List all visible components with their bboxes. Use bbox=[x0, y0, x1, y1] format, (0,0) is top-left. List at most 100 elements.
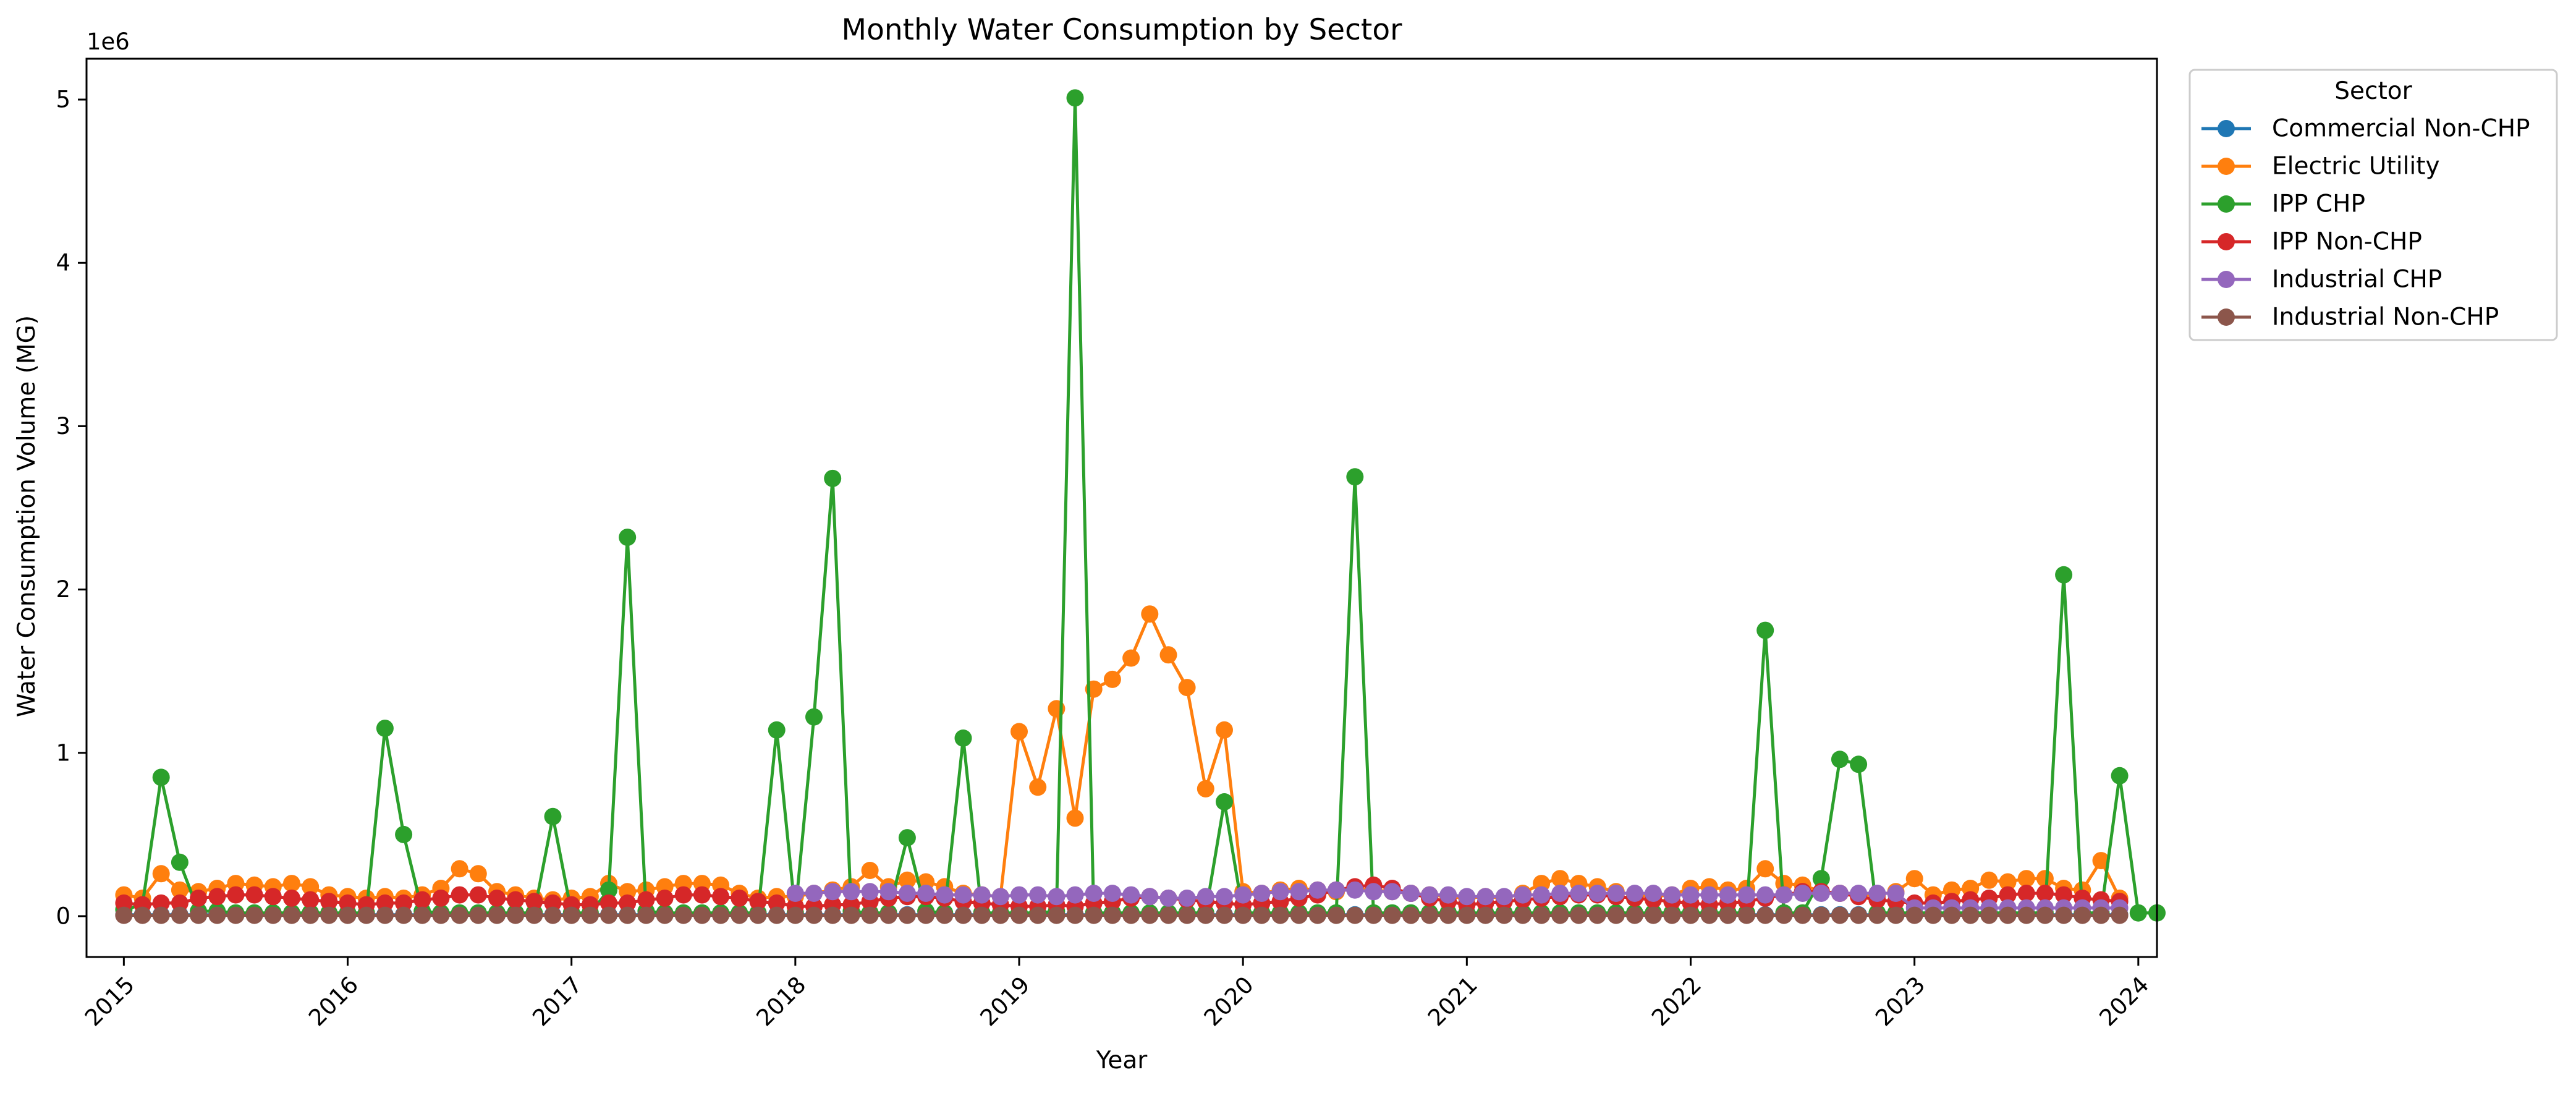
data-point bbox=[1607, 885, 1625, 902]
data-point bbox=[1514, 906, 1532, 924]
data-point bbox=[600, 881, 617, 899]
data-point bbox=[1383, 906, 1401, 924]
legend-marker bbox=[2218, 120, 2235, 137]
data-point bbox=[1141, 906, 1159, 924]
data-point bbox=[1216, 793, 1233, 810]
data-point bbox=[1831, 751, 1849, 768]
data-point bbox=[1066, 89, 1084, 107]
legend-title: Sector bbox=[2334, 77, 2412, 105]
data-point bbox=[898, 829, 916, 847]
data-point bbox=[1159, 889, 1177, 907]
data-point bbox=[2055, 566, 2073, 584]
data-point bbox=[488, 906, 506, 924]
data-point bbox=[1216, 721, 1233, 739]
data-point bbox=[1905, 906, 1923, 924]
plot-area bbox=[85, 57, 2166, 958]
data-point bbox=[376, 906, 394, 924]
data-point bbox=[1626, 885, 1643, 902]
data-point bbox=[1645, 906, 1663, 924]
legend-item: IPP CHP bbox=[2201, 190, 2365, 218]
data-point bbox=[2055, 906, 2073, 924]
data-point bbox=[133, 906, 151, 924]
data-point bbox=[1159, 906, 1177, 924]
data-point bbox=[1812, 870, 1830, 888]
data-point bbox=[1700, 906, 1718, 924]
data-point bbox=[469, 886, 487, 904]
data-point bbox=[1402, 906, 1420, 924]
data-point bbox=[432, 906, 450, 924]
data-point bbox=[786, 906, 804, 924]
data-point bbox=[1719, 886, 1737, 904]
data-point bbox=[1850, 885, 1868, 902]
data-point bbox=[1905, 870, 1923, 888]
data-point bbox=[786, 885, 804, 902]
data-point bbox=[1141, 888, 1159, 906]
y-tick-label: 2 bbox=[56, 576, 70, 603]
data-point bbox=[1663, 906, 1681, 924]
data-point bbox=[1103, 906, 1121, 924]
data-point bbox=[2092, 906, 2110, 924]
data-point bbox=[525, 906, 543, 924]
data-point bbox=[917, 906, 935, 924]
data-point bbox=[1103, 885, 1121, 902]
data-point bbox=[1197, 888, 1214, 906]
data-point bbox=[544, 906, 562, 924]
data-point bbox=[507, 906, 525, 924]
data-point bbox=[1048, 888, 1066, 906]
data-point bbox=[600, 894, 617, 912]
legend-marker bbox=[2218, 195, 2235, 213]
data-point bbox=[879, 883, 897, 901]
legend-marker bbox=[2218, 158, 2235, 175]
data-point bbox=[600, 906, 617, 924]
data-point bbox=[1197, 780, 1214, 797]
y-tick-label: 0 bbox=[56, 903, 70, 929]
legend-label: IPP CHP bbox=[2272, 190, 2365, 218]
data-point bbox=[1756, 906, 1774, 924]
data-point bbox=[1551, 870, 1569, 888]
data-point bbox=[2092, 852, 2110, 870]
data-point bbox=[1439, 886, 1457, 904]
data-point bbox=[376, 894, 394, 912]
data-point bbox=[954, 729, 972, 747]
data-point bbox=[152, 894, 170, 912]
data-point bbox=[1328, 881, 1345, 899]
data-point bbox=[1402, 885, 1420, 902]
data-point bbox=[619, 906, 637, 924]
data-point bbox=[1756, 886, 1774, 904]
data-point bbox=[283, 889, 300, 907]
data-point bbox=[637, 891, 655, 909]
data-point bbox=[1029, 886, 1047, 904]
data-point bbox=[936, 886, 954, 904]
data-point bbox=[1216, 888, 1233, 906]
data-point bbox=[2017, 885, 2035, 902]
data-point bbox=[1663, 886, 1681, 904]
data-point bbox=[731, 906, 748, 924]
data-point bbox=[1122, 906, 1140, 924]
data-point bbox=[1458, 888, 1476, 906]
data-point bbox=[1346, 906, 1364, 924]
data-point bbox=[1495, 888, 1513, 906]
data-point bbox=[1756, 621, 1774, 639]
data-point bbox=[1588, 906, 1606, 924]
data-point bbox=[712, 888, 730, 906]
data-point bbox=[954, 886, 972, 904]
data-point bbox=[1290, 906, 1308, 924]
data-point bbox=[1159, 646, 1177, 664]
data-point bbox=[395, 894, 413, 912]
data-point bbox=[1999, 886, 2017, 904]
data-point bbox=[1421, 886, 1438, 904]
data-point bbox=[656, 906, 674, 924]
y-axis-label: Water Consumption Volume (MG) bbox=[13, 315, 41, 717]
data-point bbox=[1010, 906, 1028, 924]
data-point bbox=[413, 906, 431, 924]
data-point bbox=[693, 906, 711, 924]
data-point bbox=[115, 906, 133, 924]
legend-marker bbox=[2218, 271, 2235, 288]
data-point bbox=[991, 888, 1009, 906]
data-point bbox=[2111, 906, 2129, 924]
data-point bbox=[1085, 906, 1103, 924]
data-point bbox=[1085, 885, 1103, 902]
data-point bbox=[245, 906, 263, 924]
legend-item: Industrial Non-CHP bbox=[2201, 304, 2499, 331]
